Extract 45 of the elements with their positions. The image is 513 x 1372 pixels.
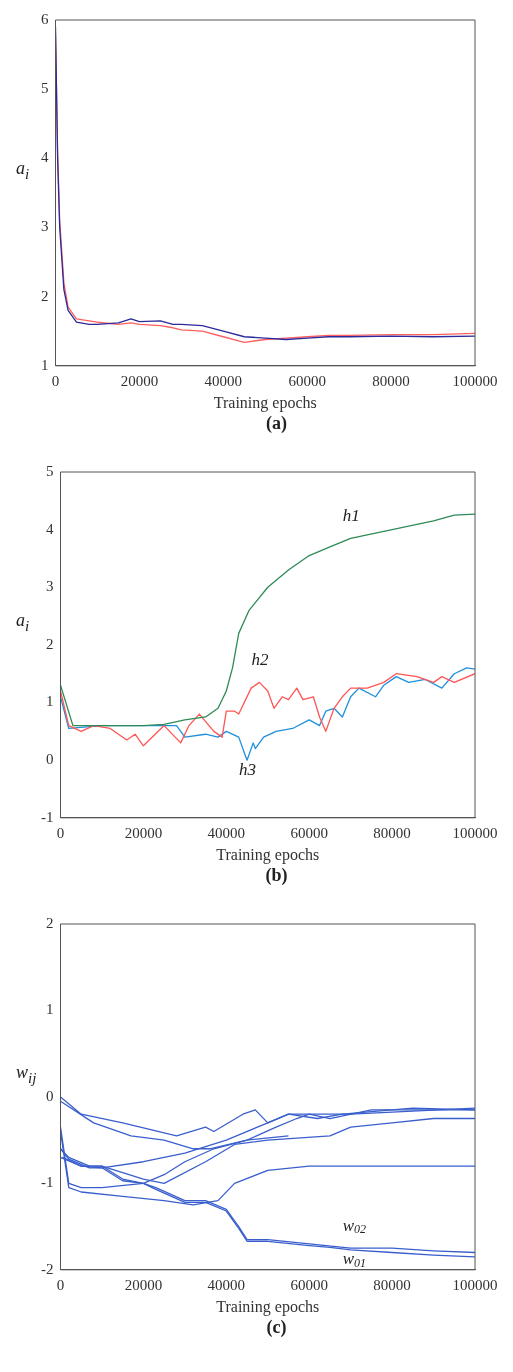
annotation: h3 — [239, 759, 257, 779]
y-tick-label: -1 — [41, 808, 54, 825]
y-tick-label: 6 — [41, 10, 49, 27]
x-tick-label: 20000 — [124, 1276, 163, 1293]
y-axis-title: a$_{i}$ — [16, 610, 30, 635]
x-axis-title: Training epochs — [213, 393, 317, 412]
y-tick-label: 0 — [46, 1087, 54, 1104]
y-tick-label: -1 — [41, 1174, 54, 1191]
x-tick-label: 80000 — [372, 372, 410, 389]
y-tick-label: 1 — [46, 1001, 54, 1018]
x-tick-label: 60000 — [290, 824, 328, 841]
x-tick-label: 100000 — [452, 824, 498, 841]
x-tick-label: 80000 — [373, 824, 411, 841]
x-tick-label: 100000 — [452, 372, 498, 389]
y-tick-label: 1 — [46, 693, 54, 710]
y-axis-title: a$_{i}$ — [16, 158, 30, 183]
text: (c) — [265, 1317, 288, 1338]
y-tick-label: -2 — [41, 1260, 54, 1277]
y-tick-label: 4 — [41, 149, 49, 166]
x-tick-label: 80000 — [373, 1276, 411, 1293]
y-tick-label: 5 — [41, 80, 49, 97]
x-tick-label: 40000 — [207, 1276, 246, 1293]
y-tick-label: 4 — [46, 520, 54, 537]
y-tick-label: 5 — [46, 462, 54, 479]
y-tick-label: 3 — [41, 218, 49, 235]
x-tick-label: 40000 — [207, 824, 246, 841]
x-tick-label: 100000 — [452, 1276, 498, 1293]
text: (b) — [264, 865, 289, 886]
x-tick-label: 20000 — [124, 824, 163, 841]
x-tick-label: 60000 — [290, 1276, 328, 1293]
text: (a) — [265, 413, 288, 434]
x-tick-label: 40000 — [204, 372, 243, 389]
y-tick-label: 1 — [41, 356, 49, 373]
y-tick-label: 0 — [46, 751, 54, 768]
y-axis-title: w$_{ij}$ — [16, 1062, 37, 1087]
y-tick-label: 2 — [46, 914, 54, 931]
x-axis-title: Training epochs — [216, 845, 320, 864]
y-tick-label: 3 — [46, 578, 54, 595]
x-tick-label: 20000 — [120, 372, 159, 389]
y-tick-label: 2 — [46, 635, 54, 652]
x-tick-label: 60000 — [288, 372, 326, 389]
x-axis-title: Training epochs — [216, 1297, 320, 1316]
annotation: h2 — [251, 649, 269, 669]
annotation: h1 — [342, 505, 360, 525]
y-tick-label: 2 — [41, 287, 49, 304]
